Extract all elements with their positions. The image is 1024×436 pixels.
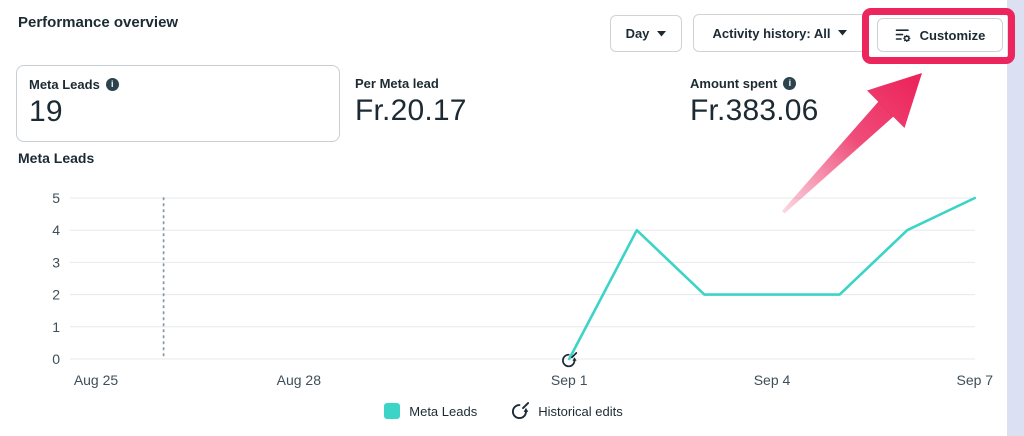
svg-text:Sep 4: Sep 4 (754, 372, 791, 388)
chevron-down-icon (838, 30, 848, 36)
activity-history-label: Activity history: All (712, 25, 831, 41)
day-dropdown[interactable]: Day (610, 15, 682, 52)
metric-per-meta-lead[interactable]: Per Meta lead Fr.20.17 (355, 76, 467, 128)
svg-text:0: 0 (52, 351, 60, 367)
customize-button[interactable]: Customize (877, 18, 1003, 52)
legend-swatch-meta-leads (384, 403, 401, 419)
customize-button-label: Customize (919, 27, 986, 43)
svg-text:2: 2 (52, 287, 60, 303)
customize-settings-icon (895, 29, 910, 42)
metric-label-per-meta-lead: Per Meta lead (355, 76, 439, 91)
svg-text:3: 3 (52, 254, 60, 270)
legend-label-meta-leads: Meta Leads (409, 403, 478, 419)
legend-item-meta-leads: Meta Leads (384, 403, 477, 419)
metric-amount-spent[interactable]: Amount spent i Fr.383.06 (690, 76, 819, 128)
chart-section-title: Meta Leads (18, 150, 95, 166)
metric-value-meta-leads: 19 (29, 95, 63, 128)
chart-axis-labels: 0 1 2 3 4 5 Aug 25 Aug 28 Sep 1 Sep 4 Sep 7 (52, 190, 993, 388)
day-dropdown-label: Day (625, 26, 650, 41)
svg-text:5: 5 (52, 190, 60, 206)
info-icon[interactable]: i (783, 77, 797, 90)
metric-label-amount-spent: Amount spent (690, 76, 778, 91)
metric-value-per-meta-lead: Fr.20.17 (355, 94, 467, 127)
meta-leads-series-line (567, 196, 977, 361)
metric-label-meta-leads: Meta Leads (29, 77, 100, 92)
svg-text:4: 4 (52, 222, 60, 238)
svg-text:Sep 1: Sep 1 (551, 372, 588, 388)
svg-text:Aug 28: Aug 28 (277, 372, 322, 388)
meta-leads-line-chart: 0 1 2 3 4 5 Aug 25 Aug 28 Sep 1 Sep 4 Sep 7 (52, 190, 993, 388)
historical-edit-marker[interactable] (562, 352, 578, 368)
legend-label-historical-edits: Historical edits (538, 403, 623, 419)
chevron-down-icon (657, 30, 667, 36)
info-icon[interactable]: i (105, 78, 119, 91)
chart-legend: Meta Leads Historical edits (0, 399, 1007, 423)
legend-item-historical-edits: Historical edits (511, 402, 623, 420)
page-background-strip (1007, 0, 1024, 436)
metric-card-meta-leads[interactable]: Meta Leads i 19 (16, 65, 340, 142)
historical-edits-icon (511, 402, 530, 420)
chart-gridlines (70, 197, 975, 360)
svg-text:Aug 25: Aug 25 (74, 372, 119, 388)
svg-text:Sep 7: Sep 7 (957, 372, 994, 388)
svg-text:1: 1 (52, 319, 60, 335)
metric-value-amount-spent: Fr.383.06 (690, 94, 819, 127)
activity-history-dropdown[interactable]: Activity history: All (693, 14, 867, 52)
page-title: Performance overview (18, 14, 179, 31)
